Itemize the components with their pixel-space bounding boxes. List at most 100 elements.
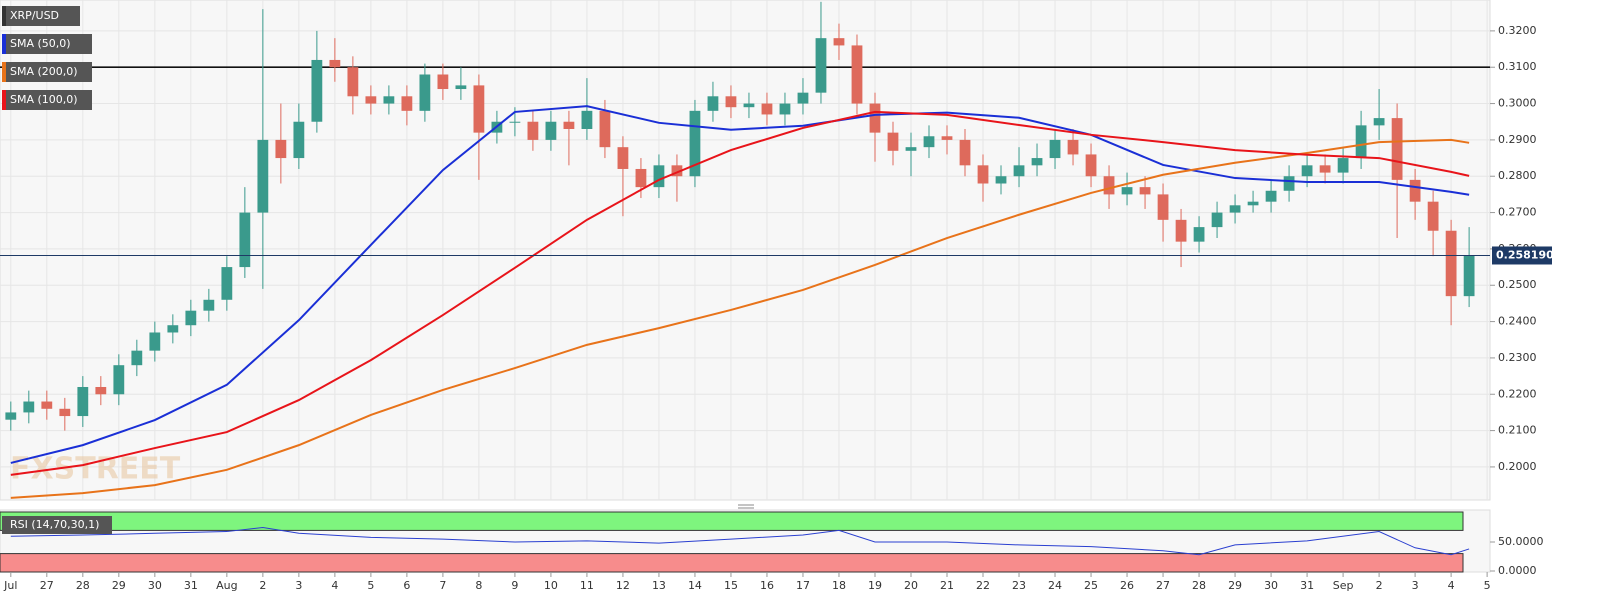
x-tick-label: 22	[976, 579, 990, 592]
y-tick-label: 0.3200	[1498, 24, 1537, 37]
overbought-band	[0, 511, 1464, 531]
x-tick-label: 24	[1048, 579, 1062, 592]
candle-body	[239, 212, 251, 268]
x-tick-label: Aug	[216, 579, 237, 592]
candle-body	[5, 412, 17, 420]
candle-body	[185, 310, 197, 326]
candle-body	[1121, 187, 1133, 195]
candle-body	[347, 67, 359, 97]
watermark: FXSTREET	[10, 452, 181, 487]
x-tick-label: Sep	[1333, 579, 1354, 592]
candle-body	[545, 121, 557, 140]
candle-body	[1175, 219, 1187, 242]
candle-body	[221, 267, 233, 300]
legend-label: XRP/USD	[10, 9, 59, 22]
x-tick-label: 5	[1484, 579, 1491, 592]
legend-label: SMA (50,0)	[10, 37, 71, 50]
sma-line	[10, 138, 1470, 499]
candle-body	[1193, 227, 1205, 242]
x-tick-label: Jul	[3, 579, 17, 592]
candle-body	[995, 176, 1007, 184]
candle-body	[779, 103, 791, 115]
candle-body	[77, 386, 89, 417]
y-tick-label: 0.0000	[1498, 564, 1537, 577]
y-tick-label: 0.2200	[1498, 387, 1537, 400]
candle-body	[473, 85, 485, 133]
candle-body	[725, 96, 737, 108]
candle-body	[383, 96, 395, 104]
x-tick-label: 8	[475, 579, 482, 592]
candle-body	[149, 332, 161, 351]
candle-body	[311, 59, 323, 122]
candle-body	[581, 110, 593, 129]
x-tick-label: 17	[796, 579, 810, 592]
y-tick-label: 0.2500	[1498, 278, 1537, 291]
candle-body	[1049, 139, 1061, 159]
candle-body	[329, 59, 341, 68]
candle-body	[41, 401, 53, 409]
oversold-band	[0, 553, 1464, 573]
legend-swatch	[2, 90, 6, 110]
x-tick-label: 27	[1156, 579, 1170, 592]
candle-body	[905, 147, 917, 151]
x-tick-label: 10	[544, 579, 558, 592]
rsi-line	[10, 526, 1470, 556]
candle-body	[167, 325, 179, 333]
candle-body	[869, 103, 881, 133]
candle-body	[635, 168, 647, 188]
candle-body	[1373, 118, 1385, 126]
legend-box	[2, 34, 92, 54]
x-tick-label: 16	[760, 579, 774, 592]
x-tick-label: 3	[1412, 579, 1419, 592]
candle-body	[131, 350, 143, 366]
candle-body	[1211, 212, 1223, 228]
candle-body	[95, 386, 107, 395]
candle-body	[1031, 158, 1043, 166]
x-tick-label: 12	[616, 579, 630, 592]
x-tick-label: 3	[295, 579, 302, 592]
y-tick-label: 0.2900	[1498, 133, 1537, 146]
x-tick-label: 4	[1448, 579, 1455, 592]
legend-box	[2, 90, 92, 110]
candle-body	[1265, 190, 1277, 202]
legend-swatch	[2, 6, 6, 26]
candle-body	[419, 74, 431, 111]
x-tick-label: 11	[580, 579, 594, 592]
candle-body	[509, 121, 521, 123]
candle-body	[887, 132, 899, 151]
candle-body	[1427, 201, 1439, 231]
x-tick-label: 2	[259, 579, 266, 592]
candle-body	[1463, 255, 1475, 297]
legend-swatch	[2, 34, 6, 54]
candle-body	[401, 96, 413, 111]
x-tick-label: 30	[1264, 579, 1278, 592]
candle-body	[833, 38, 845, 46]
candle-body	[1157, 194, 1169, 220]
x-tick-label: 2	[1376, 579, 1383, 592]
candle-body	[1139, 187, 1151, 195]
candle-body	[257, 139, 269, 213]
candle-body	[113, 365, 125, 395]
legend-box	[2, 6, 80, 26]
last-price-box	[1492, 246, 1552, 265]
candle-body	[959, 139, 971, 166]
candle-body	[617, 147, 629, 169]
candle-body	[653, 165, 665, 188]
x-tick-label: 28	[1192, 579, 1206, 592]
candle-body	[1301, 165, 1313, 177]
x-tick-label: 21	[940, 579, 954, 592]
y-tick-label: 50.0000	[1498, 535, 1544, 548]
x-tick-label: 31	[184, 579, 198, 592]
x-tick-label: 18	[832, 579, 846, 592]
y-tick-label: 0.2100	[1498, 424, 1537, 437]
candle-body	[977, 165, 989, 184]
x-tick-label: 20	[904, 579, 918, 592]
divider	[738, 504, 754, 509]
candle-body	[293, 121, 305, 159]
x-tick-label: 6	[403, 579, 410, 592]
legend-swatch	[2, 62, 6, 82]
y-tick-label: 0.2400	[1498, 315, 1537, 328]
x-tick-label: 26	[1120, 579, 1134, 592]
x-tick-label: 7	[439, 579, 446, 592]
